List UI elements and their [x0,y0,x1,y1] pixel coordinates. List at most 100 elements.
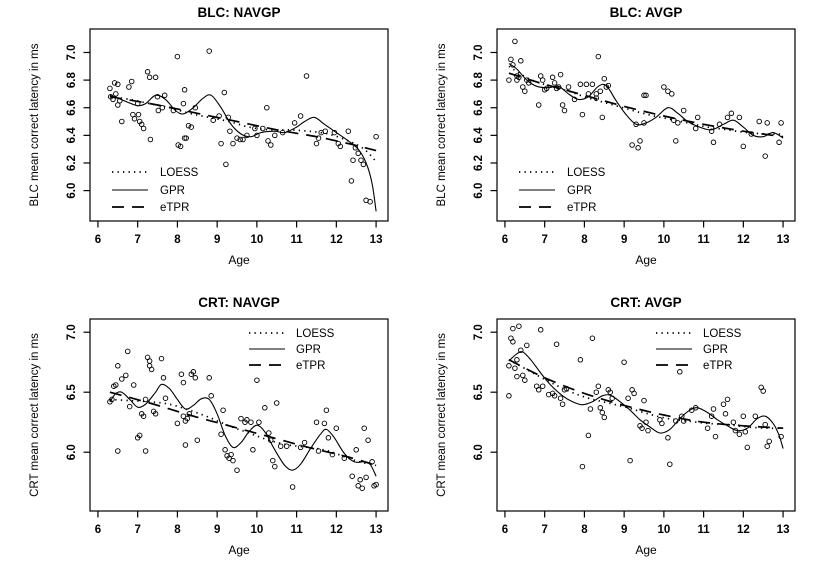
data-point [361,425,367,431]
y-tick-label: 6.0 [473,183,485,199]
data-point [728,110,735,117]
x-tick-label: 11 [698,234,711,246]
data-point [736,114,743,121]
data-point [337,143,344,150]
data-point [518,347,524,353]
x-axis-label: Age [228,543,250,557]
data-point [158,355,165,362]
data-point [124,348,131,355]
data-point [373,133,379,140]
legend-etpr-label: eTPR [160,202,189,214]
data-point [589,335,596,341]
data-point [778,120,784,126]
data-point [587,406,594,412]
data-point [177,143,184,150]
data-point [557,395,564,401]
data-point [549,74,556,81]
data-point [264,104,270,111]
data-point [597,405,604,411]
data-point [174,53,181,60]
x-tick-label: 12 [330,524,343,536]
data-point [708,128,715,134]
data-point [254,377,260,383]
data-point [764,120,770,126]
data-point [315,448,322,454]
data-point [365,437,371,443]
data-point [520,372,526,379]
data-point [315,135,322,141]
data-point [537,327,544,333]
data-point [154,93,161,100]
data-point [539,383,546,389]
data-point [345,128,352,134]
panel-crt-avgp: CRT: AVGP 6 7 8 9 10 11 12 13 6.0 6.5 7.0 Age CRT mea… [407,290,814,581]
data-point [119,118,125,125]
data-point [778,433,784,440]
data-point [595,383,602,389]
data-point [597,88,604,94]
x-tick-label: 11 [698,524,711,536]
data-point [256,419,262,425]
x-tick-label: 6 [502,524,508,536]
legend: LOESS GPR eTPR [112,167,199,214]
x-axis-label: Age [228,253,250,267]
y-tick-label: 7.0 [66,44,78,60]
etpr-curve [109,95,377,152]
x-tick-label: 10 [657,234,670,246]
data-point [766,438,772,445]
scatter-points [107,348,379,491]
data-point [712,433,719,440]
data-point [675,120,681,126]
data-point [641,92,647,99]
panel-blc-avgp: BLC: AVGP 6 7 8 9 10 11 12 13 6.0 6.2 6.4 6.6 6.8 7.0 A… [407,0,814,290]
data-point [520,84,526,90]
data-point [126,84,132,90]
data-point [266,430,272,436]
data-point [350,157,356,163]
x-tick-label: 6 [95,524,101,536]
x-tick-label: 6 [95,234,101,246]
data-point [599,409,606,416]
data-point [551,80,558,86]
data-point [277,443,284,449]
data-point [355,483,361,489]
data-point [228,451,234,458]
data-point [559,401,566,407]
x-tick-label: 7 [134,524,140,536]
data-point [722,411,729,417]
x-tick-label: 8 [174,524,181,536]
data-point [363,474,369,481]
y-tick-label: 6.0 [66,444,78,460]
data-point [357,477,363,483]
data-point [155,107,162,114]
data-point [147,136,154,143]
data-point [262,405,268,411]
gpr-curve [109,383,377,477]
data-point [625,395,631,401]
y-axis-label: BLC mean correct latency in ms [29,43,41,206]
data-point [776,139,782,146]
data-point [665,435,671,441]
data-point [669,91,675,97]
data-point [645,427,651,434]
data-point [303,73,310,79]
data-point [248,419,254,425]
data-point [206,375,212,381]
scatter-points [506,323,784,470]
y-axis-label: CRT mean correct latency in ms [29,333,41,497]
data-point [756,118,762,125]
data-point [506,393,512,399]
data-point [240,136,246,143]
x-tick-label: 9 [214,524,220,536]
data-point [539,77,546,83]
panel-title: CRT: NAVGP [198,295,280,310]
data-point [321,420,328,427]
data-point [518,58,524,64]
data-point [593,389,600,395]
loess-curve [109,398,377,467]
x-tick-label: 11 [291,234,304,246]
x-tick-label: 13 [370,234,383,246]
data-point [508,56,514,63]
y-tick-label: 6.5 [473,384,485,401]
legend: LOESS GPR eTPR [519,167,606,214]
